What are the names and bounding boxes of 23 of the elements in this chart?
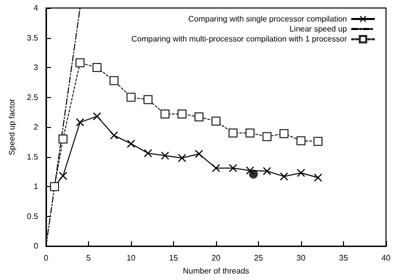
x-tick-label: 40 bbox=[382, 254, 391, 263]
x-tick-label: 35 bbox=[339, 254, 348, 263]
y-tick-label: 3 bbox=[34, 63, 39, 72]
y-tick-label: 4 bbox=[34, 4, 39, 12]
x-axis-title: Number of threads bbox=[182, 266, 250, 276]
x-tick-label: 30 bbox=[296, 254, 306, 263]
x-tick-label: 0 bbox=[44, 254, 49, 263]
legend-label: Comparing with single processor compilation bbox=[188, 14, 347, 24]
y-tick-label: 2 bbox=[34, 122, 39, 132]
x-tick-label: 10 bbox=[126, 254, 136, 263]
y-tick-label: 3.5 bbox=[26, 33, 39, 42]
y-tick-label: 0 bbox=[34, 242, 39, 251]
y-tick-label: 1.5 bbox=[26, 152, 39, 162]
x-tick-label: 20 bbox=[212, 254, 222, 263]
x-tick-label: 5 bbox=[86, 254, 92, 263]
y-tick-label: 1 bbox=[34, 182, 39, 192]
legend-label: Comparing with multi-processor compilation with 1 processor bbox=[131, 34, 348, 44]
legend-label: Linear speed up bbox=[290, 24, 348, 34]
x-tick-label: 25 bbox=[254, 254, 264, 263]
y-tick-label: 0.5 bbox=[26, 212, 39, 221]
y-tick-label: 2.5 bbox=[26, 92, 39, 102]
y-axis-title: Speed up factor bbox=[8, 98, 16, 156]
x-tick-label: 15 bbox=[169, 254, 179, 263]
